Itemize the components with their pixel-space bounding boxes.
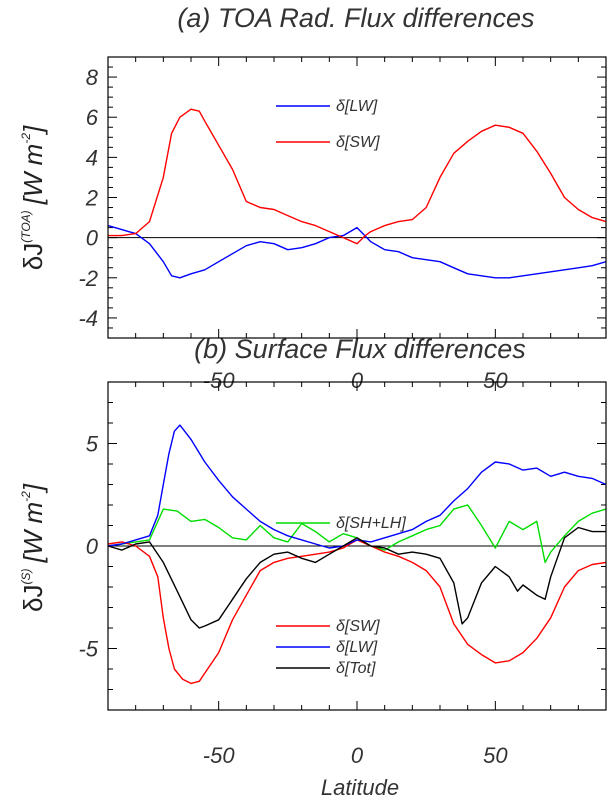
- y-tick-label: 2: [85, 186, 98, 211]
- panel-b-xlabel: Latitude: [321, 775, 399, 800]
- y-tick-label: 8: [86, 65, 99, 90]
- y-tick-label: -4: [78, 306, 98, 331]
- series-line: [107, 224, 607, 279]
- legend-label-lw-b: δ[LW]: [336, 639, 378, 656]
- panel-b-legend-bottom: δ[SW] δ[LW] δ[Tot]: [276, 618, 380, 677]
- y-tick-label: 6: [86, 105, 99, 130]
- y-tick-label: 0: [86, 534, 99, 559]
- legend-label-shlh: δ[SH+LH]: [336, 515, 406, 532]
- series-line: [107, 526, 606, 629]
- y-tick-label: 4: [86, 145, 98, 170]
- panel-b: (b) Surface Flux differences -50 0 50-505 …: [18, 334, 607, 800]
- legend-label-tot: δ[Tot]: [336, 660, 376, 677]
- panel-a-series: [107, 108, 607, 279]
- x-tick-label: 50: [483, 743, 508, 768]
- series-line: [107, 539, 607, 685]
- panel-a-frame: [107, 56, 607, 339]
- panel-b-frame: [107, 381, 607, 711]
- panel-a-title: (a) TOA Rad. Flux differences: [177, 3, 534, 33]
- x-tick-label: -50: [203, 743, 236, 768]
- panel-a: (a) TOA Rad. Flux differences -50 0 50-4-2…: [18, 3, 607, 393]
- panel-b-ylabel: δJ(S)[W m-2]: [18, 483, 48, 612]
- y-tick-label: 5: [86, 432, 99, 457]
- panel-a-ylabel: δJ(TOA)[W m-2]: [18, 125, 48, 270]
- legend-label-lw: δ[LW]: [336, 98, 378, 115]
- legend-label-sw-b: δ[SW]: [336, 618, 380, 635]
- y-tick-label: 0: [86, 226, 99, 251]
- panel-b-title: (b) Surface Flux differences: [194, 334, 526, 364]
- panel-a-legend: δ[LW] δ[SW]: [276, 98, 380, 151]
- series-line: [107, 424, 607, 549]
- y-tick-label: -5: [78, 637, 98, 662]
- y-tick-label: -2: [78, 266, 98, 291]
- panel-b-legend-top: δ[SH+LH]: [276, 515, 406, 532]
- x-tick-label: 0: [351, 368, 364, 393]
- series-line: [107, 504, 607, 564]
- series-line: [108, 108, 607, 245]
- panel-b-series: [107, 424, 607, 685]
- legend-label-sw: δ[SW]: [336, 134, 380, 151]
- x-tick-label: 0: [351, 743, 364, 768]
